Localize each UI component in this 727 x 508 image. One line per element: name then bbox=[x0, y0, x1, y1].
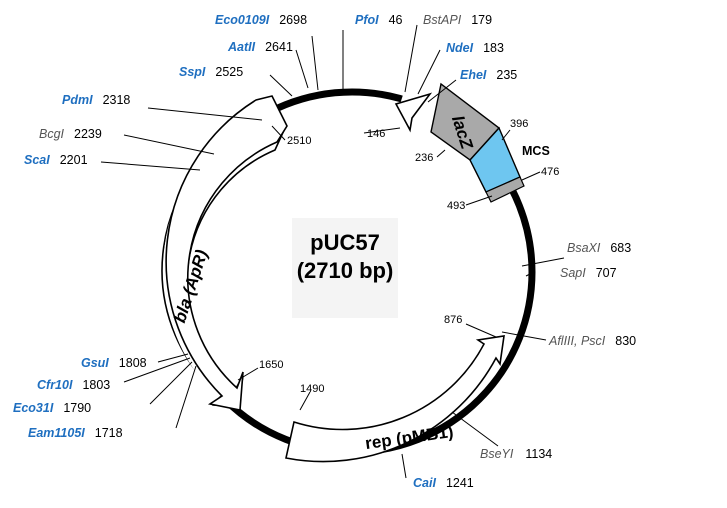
coord-476: 476 bbox=[541, 166, 559, 178]
site-sapi: SapI 707 bbox=[560, 266, 617, 280]
site-pdmi-pos: 2318 bbox=[103, 93, 131, 107]
coord-leaders bbox=[237, 125, 541, 411]
coord-1490: 1490 bbox=[300, 383, 324, 395]
site-leaders bbox=[100, 24, 565, 479]
site-afliii-pos: 830 bbox=[615, 334, 636, 348]
site-gsui: GsuI 1808 bbox=[81, 356, 147, 370]
plasmid-name: pUC57 bbox=[310, 230, 380, 255]
coord-1650: 1650 bbox=[259, 359, 283, 371]
site-bseyi-name: BseYI bbox=[480, 447, 514, 461]
site-cfr10i-pos: 1803 bbox=[82, 378, 110, 392]
site-aatii-pos: 2641 bbox=[265, 40, 293, 54]
site-caii-pos: 1241 bbox=[446, 476, 474, 490]
site-sspi: SspI 2525 bbox=[179, 65, 243, 79]
site-bstapi-name: BstAPI bbox=[423, 13, 462, 27]
site-sspi-pos: 2525 bbox=[215, 65, 243, 79]
site-caii-name: CaiI bbox=[413, 476, 436, 490]
site-pdmi: PdmI 2318 bbox=[62, 93, 130, 107]
site-bstapi: BstAPI 179 bbox=[423, 13, 492, 27]
site-bstapi-pos: 179 bbox=[471, 13, 492, 27]
site-afliii-name: AflIII, PscI bbox=[548, 334, 606, 348]
site-caii: CaiI 1241 bbox=[413, 476, 474, 490]
site-eco31i-name: Eco31I bbox=[13, 401, 54, 415]
coord-876: 876 bbox=[444, 314, 462, 326]
site-cfr10i-name: Cfr10I bbox=[37, 378, 73, 392]
site-sapi-name: SapI bbox=[560, 266, 586, 280]
mcs-tail bbox=[485, 176, 525, 203]
rep-arrow bbox=[285, 335, 505, 463]
site-ehei: EheI 235 bbox=[460, 68, 517, 82]
site-pfoi-pos: 46 bbox=[389, 13, 403, 27]
site-eam1105i: Eam1105I 1718 bbox=[28, 426, 123, 440]
lacz-arrow-head bbox=[394, 92, 433, 133]
coord-493: 493 bbox=[447, 200, 465, 212]
site-scai-name: ScaI bbox=[24, 153, 50, 167]
site-ndei: NdeI 183 bbox=[446, 41, 504, 55]
site-ndei-name: NdeI bbox=[446, 41, 474, 55]
site-bsaxi: BsaXI 683 bbox=[567, 241, 631, 255]
mcs-label: MCS bbox=[522, 144, 550, 158]
site-bsaxi-pos: 683 bbox=[610, 241, 631, 255]
site-eco0109i: Eco0109I 2698 bbox=[215, 13, 307, 27]
coord-2510: 2510 bbox=[287, 135, 311, 147]
site-ehei-pos: 235 bbox=[496, 68, 517, 82]
site-ndei-pos: 183 bbox=[483, 41, 504, 55]
site-ehei-name: EheI bbox=[460, 68, 487, 82]
site-afliii: AflIII, PscI 830 bbox=[548, 334, 636, 348]
site-bsaxi-name: BsaXI bbox=[567, 241, 601, 255]
site-bcgi-pos: 2239 bbox=[74, 127, 102, 141]
site-gsui-pos: 1808 bbox=[119, 356, 147, 370]
site-scai-pos: 2201 bbox=[60, 153, 88, 167]
coord-146: 146 bbox=[367, 128, 385, 140]
site-bcgi: BcgI 2239 bbox=[39, 127, 102, 141]
site-pfoi: PfoI 46 bbox=[355, 13, 403, 27]
site-bseyi: BseYI 1134 bbox=[480, 447, 552, 461]
site-cfr10i: Cfr10I 1803 bbox=[37, 378, 110, 392]
plasmid-size: (2710 bp) bbox=[297, 258, 394, 283]
site-bcgi-name: BcgI bbox=[39, 127, 65, 141]
site-pfoi-name: PfoI bbox=[355, 13, 379, 27]
site-eam1105i-pos: 1718 bbox=[95, 426, 123, 440]
site-eco31i: Eco31I 1790 bbox=[13, 401, 91, 415]
coord-396: 396 bbox=[510, 118, 528, 130]
site-gsui-name: GsuI bbox=[81, 356, 109, 370]
site-pdmi-name: PdmI bbox=[62, 93, 93, 107]
site-aatii: AatII 2641 bbox=[227, 40, 293, 54]
title-plate bbox=[292, 218, 398, 318]
site-aatii-name: AatII bbox=[227, 40, 256, 54]
site-sspi-name: SspI bbox=[179, 65, 206, 79]
site-eco31i-pos: 1790 bbox=[63, 401, 91, 415]
site-bseyi-pos: 1134 bbox=[525, 447, 552, 461]
site-eco0109i-name: Eco0109I bbox=[215, 13, 270, 27]
bla-arrow-outline bbox=[165, 95, 288, 411]
site-eam1105i-name: Eam1105I bbox=[28, 426, 85, 440]
site-eco0109i-pos: 2698 bbox=[279, 13, 307, 27]
site-scai: ScaI 2201 bbox=[24, 153, 88, 167]
coord-236: 236 bbox=[415, 152, 433, 164]
site-sapi-pos: 707 bbox=[596, 266, 617, 280]
